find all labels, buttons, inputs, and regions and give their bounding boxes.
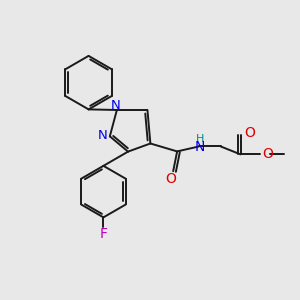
Text: O: O: [262, 147, 273, 161]
Text: F: F: [99, 227, 107, 241]
Text: H: H: [196, 134, 204, 143]
Text: O: O: [244, 126, 255, 140]
Text: N: N: [98, 129, 108, 142]
Text: N: N: [195, 140, 205, 154]
Text: N: N: [111, 98, 121, 112]
Text: O: O: [166, 172, 177, 186]
